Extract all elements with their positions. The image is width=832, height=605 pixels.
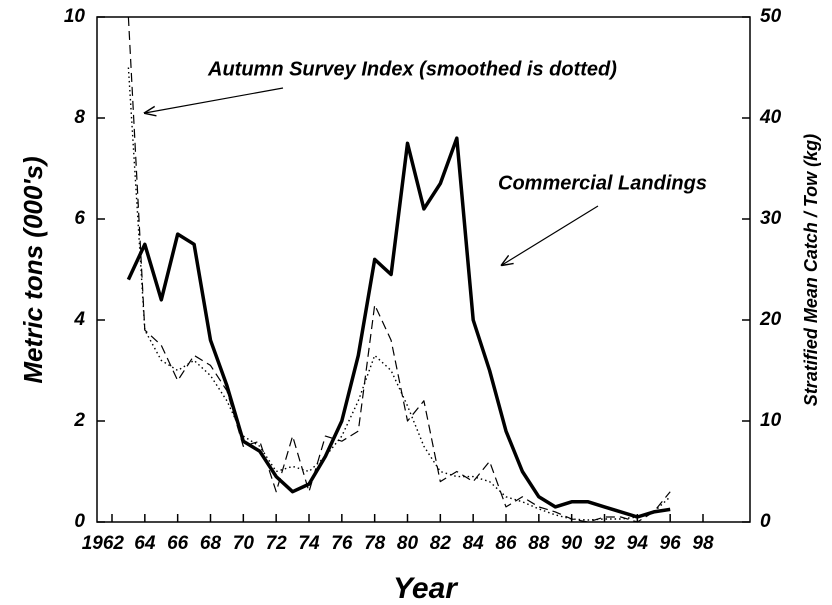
y2-axis-label: Stratified Mean Catch / Tow (kg) <box>801 134 821 406</box>
x-tick-label: 92 <box>594 533 616 554</box>
x-tick-label: 68 <box>200 533 222 554</box>
arrow <box>145 87 284 113</box>
y2-tick-label: 30 <box>760 208 782 229</box>
annotation: Autumn Survey Index (smoothed is dotted) <box>207 58 617 80</box>
x-tick-label: 64 <box>134 533 156 554</box>
x-tick-label: 80 <box>397 533 419 554</box>
y-tick-label: 2 <box>73 410 85 431</box>
x-tick-label: 76 <box>331 533 353 554</box>
series-line <box>127 67 671 521</box>
x-tick-label: 94 <box>627 533 649 554</box>
y-tick-label: 6 <box>74 208 85 229</box>
x-tick-label: 1962 <box>82 533 125 554</box>
y2-tick-label: 40 <box>759 107 782 128</box>
y-tick-label: 4 <box>73 309 85 330</box>
y-tick-label: 8 <box>74 107 85 128</box>
annotation: Commercial Landings <box>498 172 707 194</box>
x-tick-label: 86 <box>495 533 517 554</box>
x-tick-label: 88 <box>528 533 550 554</box>
x-axis-label: Year <box>393 572 459 605</box>
y-tick-label: 0 <box>74 511 85 532</box>
x-tick-label: 66 <box>167 533 189 554</box>
x-tick-label: 74 <box>298 533 320 554</box>
y2-tick-label: 0 <box>760 511 771 532</box>
arrow <box>502 205 599 265</box>
y-tick-label: 10 <box>64 6 86 27</box>
plot-frame <box>96 16 751 523</box>
x-tick-label: 96 <box>660 533 682 554</box>
x-tick-label: 78 <box>364 533 386 554</box>
y2-tick-label: 20 <box>759 309 782 330</box>
y2-tick-label: 10 <box>760 410 782 431</box>
y2-tick-label: 50 <box>760 6 782 27</box>
x-tick-label: 84 <box>463 533 485 554</box>
x-tick-label: 98 <box>692 533 714 554</box>
x-tick-label: 82 <box>430 533 452 554</box>
x-tick-label: 72 <box>266 533 288 554</box>
series-line <box>126 136 671 519</box>
x-tick-label: 90 <box>561 533 583 554</box>
y-axis-label: Metric tons (000's) <box>18 156 48 383</box>
x-tick-label: 70 <box>233 533 255 554</box>
series-line <box>127 16 671 523</box>
